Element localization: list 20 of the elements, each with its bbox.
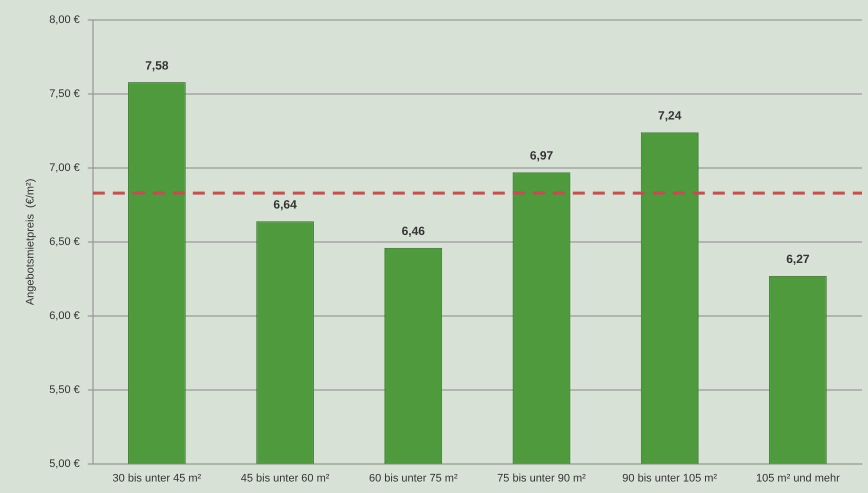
y-tick-label: 5,50 € xyxy=(49,384,80,396)
data-label: 6,46 xyxy=(402,224,426,238)
y-tick-label: 6,50 € xyxy=(49,236,80,248)
data-label: 6,64 xyxy=(273,198,298,212)
y-tick-label: 5,00 € xyxy=(49,458,80,470)
data-label: 6,97 xyxy=(530,148,554,163)
y-axis-title: Angebotsmietpreis (€/m²) xyxy=(24,178,37,306)
data-label: 7,58 xyxy=(145,58,169,72)
y-tick-label: 7,00 € xyxy=(49,162,80,174)
data-label: 7,24 xyxy=(658,108,682,123)
y-tick-label: 8,00 € xyxy=(49,14,80,26)
x-tick-label: 30 bis unter 45 m² xyxy=(112,472,202,484)
y-tick-label: 6,00 € xyxy=(49,310,80,322)
data-label: 6,27 xyxy=(786,252,810,266)
y-tick-label: 7,50 € xyxy=(49,88,80,100)
x-tick-label: 105 m² und mehr xyxy=(756,472,840,484)
x-tick-label: 75 bis unter 90 m² xyxy=(497,472,586,484)
x-tick-label: 45 bis unter 60 m² xyxy=(240,472,330,484)
x-tick-label: 90 bis unter 105 m² xyxy=(622,472,718,484)
x-tick-label: 60 bis unter 75 m² xyxy=(368,472,458,484)
